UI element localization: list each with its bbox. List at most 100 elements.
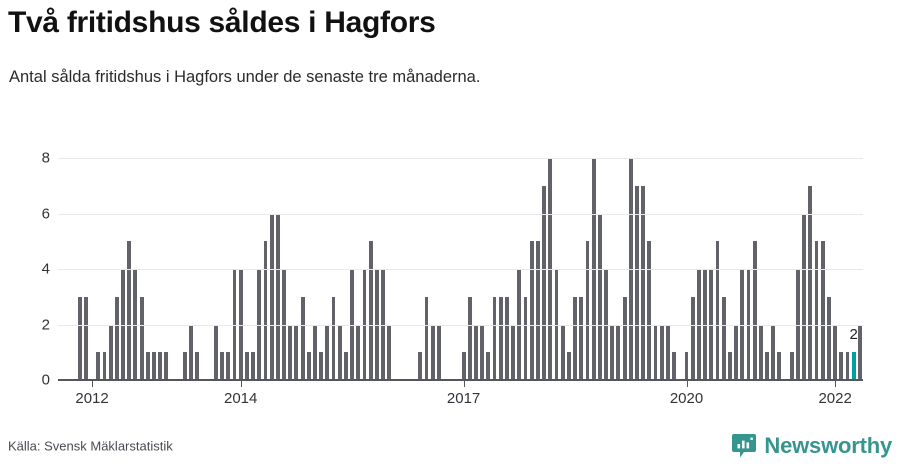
x-axis-tick-label: 2020	[669, 390, 704, 407]
bar[interactable]	[833, 324, 838, 380]
bar[interactable]	[647, 241, 652, 380]
bar[interactable]	[492, 296, 497, 380]
bar[interactable]	[300, 296, 305, 380]
bar[interactable]	[560, 324, 565, 380]
bar[interactable]	[263, 241, 268, 380]
bar[interactable]	[83, 296, 88, 380]
bar[interactable]	[727, 352, 732, 380]
bar[interactable]	[857, 324, 862, 380]
bar[interactable]	[189, 324, 194, 380]
bar[interactable]	[498, 296, 503, 380]
bar[interactable]	[313, 324, 317, 380]
bar[interactable]	[814, 241, 819, 380]
bar[interactable]	[573, 296, 577, 380]
bar[interactable]	[622, 296, 627, 380]
bar[interactable]	[325, 324, 330, 380]
bar[interactable]	[715, 241, 720, 380]
bar[interactable]	[139, 296, 144, 380]
bar[interactable]	[356, 324, 361, 380]
bar[interactable]	[802, 213, 807, 380]
bar[interactable]	[666, 324, 670, 380]
bar[interactable]	[635, 185, 639, 380]
bar[interactable]	[158, 352, 163, 380]
bar[interactable]	[579, 296, 584, 380]
bar[interactable]	[461, 352, 466, 380]
bar[interactable]	[102, 352, 107, 380]
bar[interactable]	[269, 213, 274, 380]
bar[interactable]	[127, 241, 132, 380]
bar[interactable]	[480, 324, 485, 380]
bar[interactable]	[424, 296, 429, 380]
bar[interactable]	[331, 296, 336, 380]
bar[interactable]	[641, 185, 646, 380]
bar[interactable]	[653, 324, 658, 380]
bar[interactable]	[535, 241, 540, 380]
bar[interactable]	[839, 352, 844, 380]
bar[interactable]	[387, 324, 392, 380]
bar[interactable]	[474, 324, 478, 380]
bar[interactable]	[319, 352, 324, 380]
page-subtitle: Antal sålda fritidshus i Hagfors under d…	[9, 68, 481, 86]
bar[interactable]	[145, 352, 150, 380]
bar[interactable]	[789, 352, 794, 380]
bar[interactable]	[585, 241, 590, 380]
bar[interactable]	[306, 352, 311, 380]
bar[interactable]	[251, 352, 255, 380]
bar[interactable]	[337, 324, 342, 380]
bar[interactable]	[430, 324, 435, 380]
bar[interactable]	[467, 296, 472, 380]
bar[interactable]	[690, 296, 695, 380]
bar[interactable]	[845, 352, 850, 380]
bar[interactable]	[771, 324, 776, 380]
bar[interactable]	[684, 352, 689, 380]
bar[interactable]	[436, 324, 441, 380]
bar[interactable]	[288, 324, 293, 380]
bar[interactable]	[344, 352, 348, 380]
gridline	[58, 269, 863, 270]
bar[interactable]	[820, 241, 825, 380]
bar[interactable]	[152, 352, 156, 380]
bar[interactable]	[566, 352, 571, 380]
x-axis-tick	[686, 380, 688, 387]
gridline	[58, 324, 863, 326]
bar[interactable]	[77, 296, 82, 380]
bar[interactable]	[505, 296, 509, 380]
bar[interactable]	[96, 352, 101, 380]
bar[interactable]	[542, 185, 546, 380]
bar[interactable]	[511, 324, 516, 380]
bar[interactable]	[114, 296, 119, 380]
bar[interactable]	[368, 241, 373, 380]
bar[interactable]	[808, 185, 813, 380]
bar[interactable]	[777, 352, 782, 380]
bar[interactable]	[164, 352, 169, 380]
bar[interactable]	[672, 352, 677, 380]
bar[interactable]	[195, 352, 200, 380]
bar[interactable]	[529, 241, 534, 380]
y-axis-tick-label: 8	[41, 149, 50, 167]
bar[interactable]	[275, 213, 280, 380]
bar[interactable]	[734, 324, 738, 380]
bar[interactable]	[486, 352, 491, 380]
gridline	[58, 158, 863, 159]
bar[interactable]	[721, 296, 726, 380]
bar[interactable]	[220, 352, 224, 380]
bar[interactable]	[752, 241, 757, 380]
bar[interactable]	[597, 213, 602, 380]
bar[interactable]	[765, 352, 769, 380]
bar[interactable]	[108, 324, 113, 380]
bar[interactable]	[827, 296, 831, 380]
bar-highlighted[interactable]	[851, 352, 856, 380]
bar[interactable]	[418, 352, 423, 380]
logo-text: Newsworthy	[764, 433, 892, 458]
bar[interactable]	[610, 324, 615, 380]
newsworthy-logo[interactable]: Newsworthy	[731, 433, 892, 459]
bar[interactable]	[183, 352, 187, 380]
bar[interactable]	[294, 324, 299, 380]
bar[interactable]	[659, 324, 664, 380]
bar[interactable]	[226, 352, 231, 380]
bar[interactable]	[213, 324, 218, 380]
bar[interactable]	[244, 352, 249, 380]
bar[interactable]	[758, 324, 763, 380]
bar[interactable]	[523, 296, 528, 380]
bar[interactable]	[616, 324, 621, 380]
